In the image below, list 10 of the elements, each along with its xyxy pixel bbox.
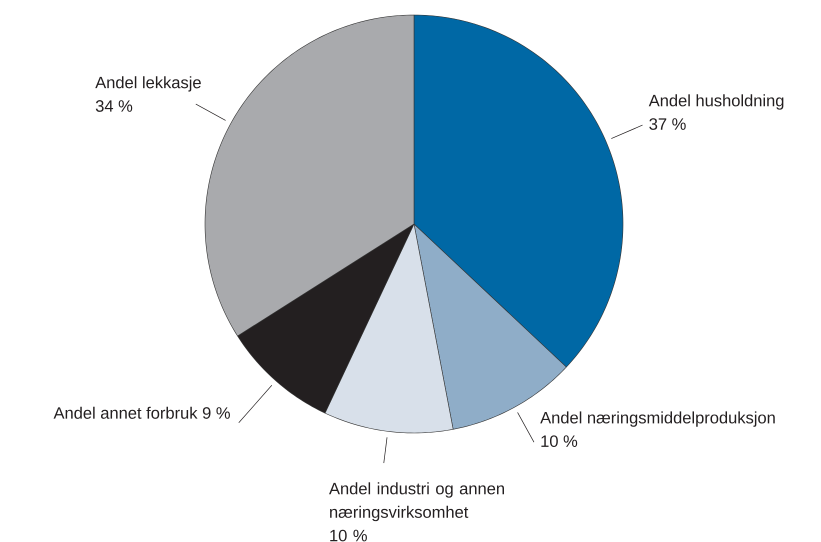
slice-label: Andel næringsmiddelproduksjon: [540, 411, 775, 427]
data-label: 34 %: [96, 100, 132, 112]
slice-label: Andel industri og annen næringsvirksomhet: [329, 482, 504, 522]
slice-label: Andel lekkasje: [95, 76, 201, 92]
slice-label: Andel annet forbruk: [54, 406, 198, 419]
data-label: 37 %: [649, 118, 686, 130]
data-label: 10 %: [541, 435, 578, 448]
data-label: 9 %: [202, 407, 230, 419]
data-label: 10 %: [330, 530, 367, 542]
slice-label: Andel husholdning: [648, 94, 784, 110]
